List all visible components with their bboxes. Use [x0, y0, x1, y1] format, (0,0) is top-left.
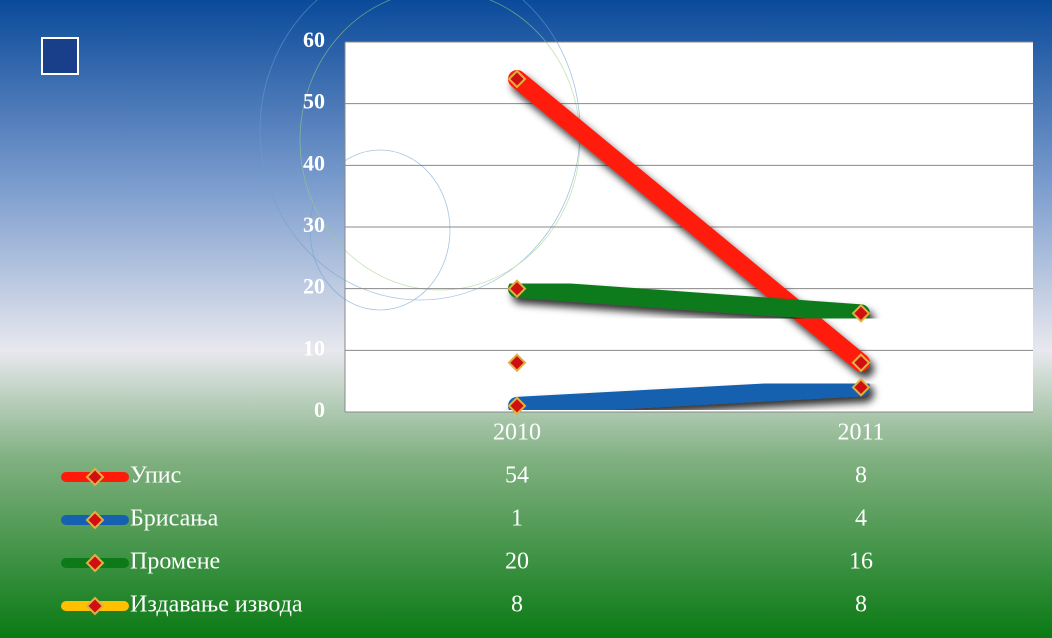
table-cell: 20 [505, 549, 529, 575]
y-tick-label: 20 [303, 274, 325, 299]
legend-label: Промене [130, 549, 220, 575]
legend-marker [85, 510, 105, 530]
table-cell: 1 [511, 506, 523, 532]
logo [41, 37, 79, 75]
series-line [508, 378, 870, 415]
y-tick-label: 10 [303, 335, 325, 360]
x-tick-label: 2010 [493, 420, 541, 446]
legend-label: Издавање извода [130, 592, 303, 618]
data-marker [851, 353, 871, 373]
data-marker [507, 279, 527, 299]
y-tick-label: 50 [303, 89, 325, 114]
legend-marker [85, 553, 105, 573]
data-marker [851, 377, 871, 397]
table-cell: 8 [855, 592, 867, 618]
table-cell: 4 [855, 506, 867, 532]
table-cell: 8 [855, 463, 867, 489]
data-marker [507, 396, 527, 416]
y-tick-label: 60 [303, 27, 325, 52]
legend-marker [85, 467, 105, 487]
table-cell: 8 [511, 592, 523, 618]
series-line [508, 279, 870, 323]
y-tick-label: 40 [303, 150, 325, 175]
data-marker [507, 353, 527, 373]
y-tick-label: 0 [314, 397, 325, 422]
legend-marker [85, 596, 105, 616]
legend-label: Брисања [130, 506, 219, 532]
data-marker [851, 303, 871, 323]
y-tick-label: 30 [303, 212, 325, 237]
x-tick-label: 2011 [837, 420, 884, 446]
table-cell: 16 [849, 549, 873, 575]
table-cell: 54 [505, 463, 529, 489]
legend-label: Упис [130, 463, 181, 489]
data-marker [507, 69, 527, 89]
